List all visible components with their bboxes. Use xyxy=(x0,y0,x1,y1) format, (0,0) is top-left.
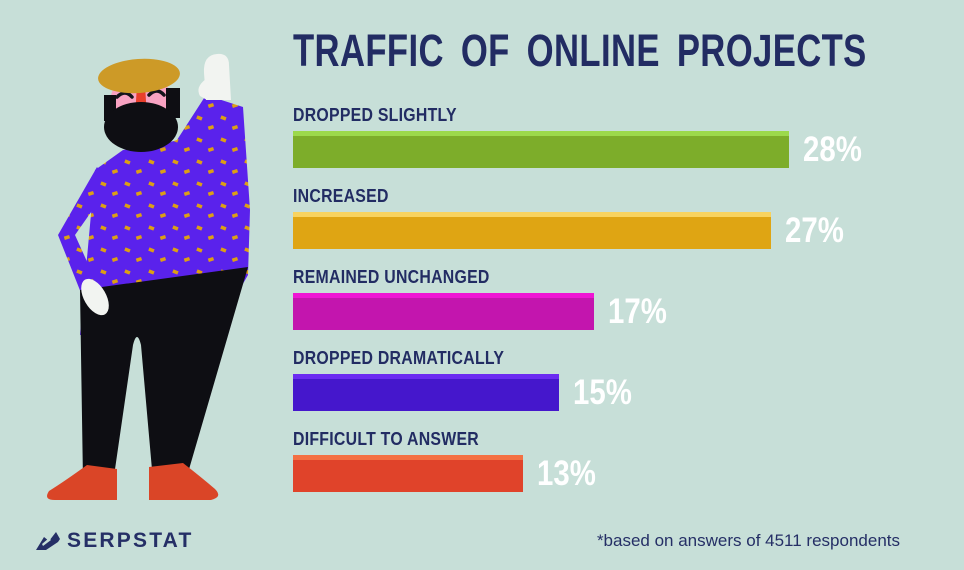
bar-label: DROPPED DRAMATICALLY xyxy=(293,348,505,368)
beard xyxy=(104,102,178,152)
chart-row: DROPPED DRAMATICALLY 15% xyxy=(293,348,953,412)
footnote: *based on answers of 4511 respondents xyxy=(596,531,900,550)
bar-chart: TRAFFIC OF ONLINE PROJECTS DROPPED SLIGH… xyxy=(293,26,953,511)
bar xyxy=(293,374,559,411)
pants xyxy=(80,267,248,483)
bar-value-label: 13% xyxy=(537,453,596,493)
bar-label: INCREASED xyxy=(293,186,389,206)
right-eye xyxy=(147,89,166,97)
bar-label: DROPPED SLIGHTLY xyxy=(293,105,457,125)
bar-line: 13% xyxy=(293,453,953,493)
waving-man-illustration xyxy=(47,53,250,500)
chart-title: TRAFFIC OF ONLINE PROJECTS xyxy=(293,25,867,76)
brand-logo: SERPSTAT xyxy=(34,529,194,553)
chart-row: DIFFICULT TO ANSWER 13% xyxy=(293,429,953,493)
chart-row: DROPPED SLIGHTLY 28% xyxy=(293,105,953,169)
bar-value-label: 28% xyxy=(802,129,862,169)
left-shoe xyxy=(47,465,117,500)
bar xyxy=(293,212,771,249)
shirt-arm xyxy=(58,167,110,303)
bar-line: 28% xyxy=(293,129,953,169)
right-sideburn xyxy=(166,88,180,118)
right-shoe xyxy=(149,463,219,500)
beret-hair xyxy=(98,58,180,94)
bar xyxy=(293,131,789,168)
chart-row: INCREASED 27% xyxy=(293,186,953,250)
bar-line: 17% xyxy=(293,291,953,331)
brand-name: SERPSTAT xyxy=(67,529,194,552)
serpstat-logo-icon xyxy=(36,532,60,550)
chart-rows: DROPPED SLIGHTLY 28% INCREASED 27% REMAINED … xyxy=(293,105,953,493)
hip-hand xyxy=(81,278,109,316)
waving-hand-thumb xyxy=(198,79,207,100)
bar-label: REMAINED UNCHANGED xyxy=(293,267,490,287)
bar xyxy=(293,293,594,330)
bar-value-label: 17% xyxy=(607,291,667,331)
bar-label: DIFFICULT TO ANSWER xyxy=(293,429,479,449)
bar-line: 27% xyxy=(293,210,953,250)
bar-value-label: 27% xyxy=(784,210,844,250)
bar xyxy=(293,455,524,492)
bar-line: 15% xyxy=(293,372,953,412)
chart-row: REMAINED UNCHANGED 17% xyxy=(293,267,953,331)
left-eye xyxy=(115,91,134,99)
bar-value-label: 15% xyxy=(572,372,632,412)
waving-hand xyxy=(203,53,231,100)
